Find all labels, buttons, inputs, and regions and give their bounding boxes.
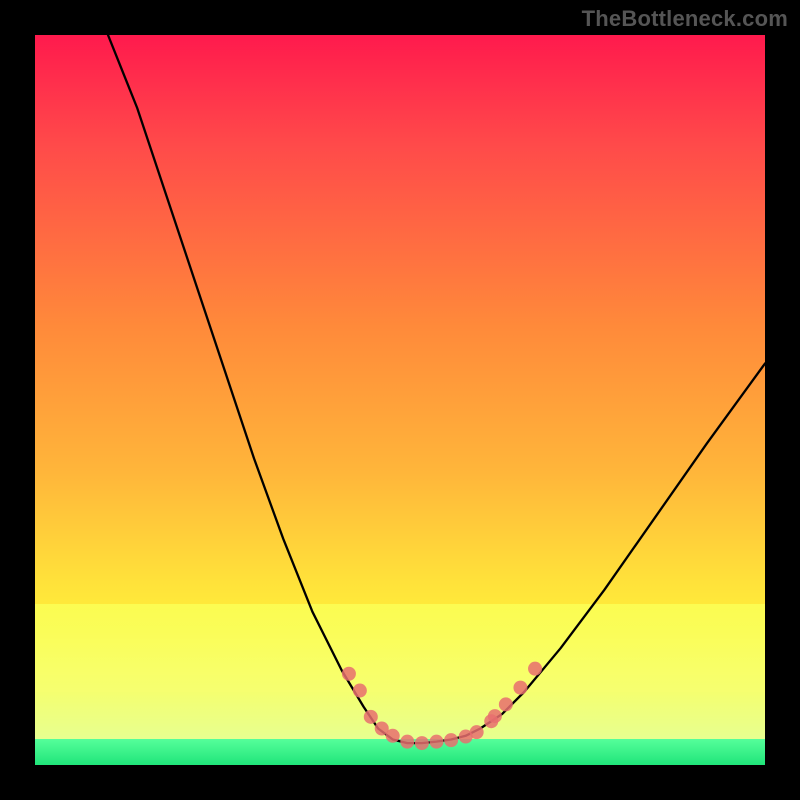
data-marker (342, 667, 356, 681)
chart-frame: TheBottleneck.com (0, 0, 800, 800)
data-marker (353, 684, 367, 698)
data-marker (400, 735, 414, 749)
data-marker (430, 735, 444, 749)
plot-area (35, 35, 765, 765)
watermark-text: TheBottleneck.com (582, 6, 788, 32)
data-marker (444, 733, 458, 747)
marker-group (342, 662, 542, 750)
data-marker (499, 697, 513, 711)
curve-line (108, 35, 765, 743)
data-marker (488, 709, 502, 723)
data-marker (528, 662, 542, 676)
data-marker (513, 681, 527, 695)
chart-svg (35, 35, 765, 765)
data-marker (470, 725, 484, 739)
data-marker (364, 710, 378, 724)
data-marker (415, 736, 429, 750)
data-marker (386, 729, 400, 743)
